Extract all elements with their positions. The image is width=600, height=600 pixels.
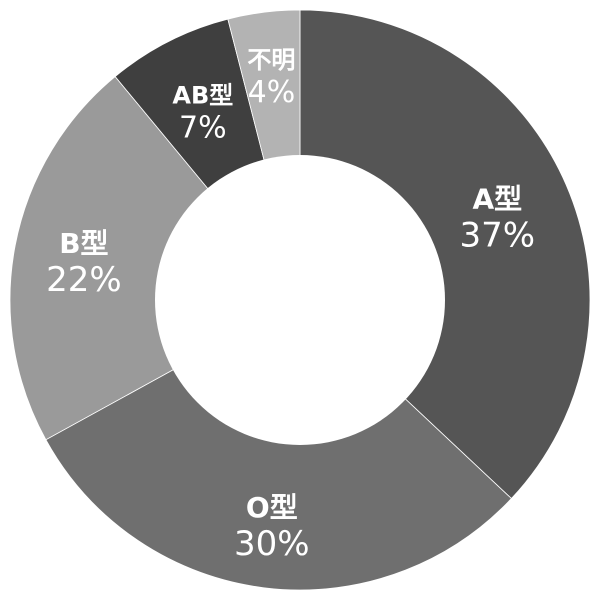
slice-label-name-2: B型 xyxy=(59,227,108,260)
slice-label-name-1: O型 xyxy=(246,491,298,524)
slice-label-value-1: 30% xyxy=(234,524,310,564)
slice-1 xyxy=(45,299,512,591)
slice-2 xyxy=(9,75,301,441)
slice-label-value-0: 37% xyxy=(460,216,536,256)
slice-label-name-3: AB型 xyxy=(172,81,233,109)
slice-label-value-2: 22% xyxy=(46,260,122,300)
slices-group xyxy=(9,9,591,591)
slice-label-name-0: A型 xyxy=(472,183,522,216)
slice-label-name-4: 不明 xyxy=(247,46,295,74)
slice-label-value-4: 4% xyxy=(248,75,296,110)
slice-label-value-3: 7% xyxy=(179,110,227,145)
slice-0 xyxy=(299,9,591,500)
donut-hole xyxy=(155,155,445,445)
